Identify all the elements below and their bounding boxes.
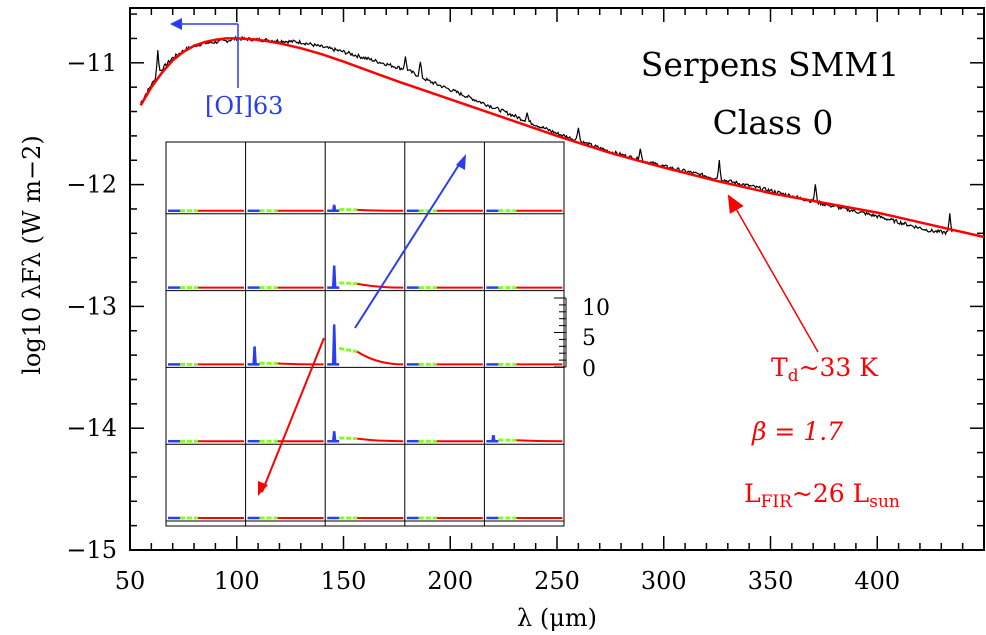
inset-cell: [486, 434, 563, 443]
y-tick-label: −12: [66, 171, 117, 199]
y-axis-label: log10 λFλ (W m−2): [18, 135, 46, 375]
x-tick-label: 250: [534, 567, 580, 595]
fit-arrow-head: [727, 194, 744, 214]
inset-green-spectrum: [339, 281, 358, 286]
temperature-label: Td~33 K: [771, 353, 879, 386]
fit-arrow-line: [736, 209, 819, 353]
inset-red-spectrum: [356, 350, 404, 366]
chart-title: Serpens SMM1: [641, 45, 899, 84]
inset-cell: [327, 431, 404, 443]
lfir-label: LFIR~26 Lsun: [744, 479, 900, 512]
inset-cell: [247, 346, 324, 366]
inset-red-arrow-line: [261, 337, 325, 493]
inset-blue-spectrum: [486, 434, 499, 443]
inset-cell: [327, 204, 404, 213]
y-tick-label: −14: [66, 414, 117, 442]
x-tick-label: 200: [427, 567, 473, 595]
x-tick-label: 400: [854, 567, 900, 595]
oi-arrow-head: [170, 18, 182, 30]
inset-red-spectrum: [357, 282, 404, 289]
fit-annotation: Td~33 K β = 1.7 LFIR~26 Lsun: [727, 194, 900, 512]
inset-red-spectrum: [516, 439, 563, 443]
x-tick-label: 50: [115, 567, 146, 595]
inset-red-spectrum: [277, 362, 324, 366]
x-tick-label: 150: [321, 567, 367, 595]
inset-spectral-map: 10 5 0: [165, 141, 610, 527]
inset-blue-spectrum: [247, 346, 260, 366]
inset-blue-spectrum: [327, 204, 340, 213]
y-tick-label: −15: [66, 536, 117, 564]
beta-label: β = 1.7: [751, 417, 843, 446]
inset-grid: [166, 142, 564, 526]
inset-red-spectrum: [357, 208, 404, 212]
inset-scale-bar: 10 5 0: [554, 296, 610, 382]
y-tick-labels: −11 −12 −13 −14 −15: [66, 49, 117, 564]
inset-blue-arrow-head: [456, 154, 466, 170]
inset-blue-spectrum: [327, 431, 340, 443]
x-tick-label: 100: [214, 567, 260, 595]
inset-green-spectrum: [338, 346, 358, 354]
oi-label: [OI]63: [205, 92, 283, 120]
inset-red-arrow-head: [258, 481, 268, 496]
inset-scale-label: 0: [582, 357, 596, 382]
x-axis-label: λ (μm): [517, 604, 597, 632]
y-tick-label: −13: [66, 292, 117, 320]
chart-subtitle: Class 0: [713, 103, 834, 142]
inset-blue-spectrum: [327, 324, 340, 366]
inset-blue-spectrum: [327, 265, 340, 289]
inset-frame: [165, 141, 565, 527]
x-tick-label: 300: [641, 567, 687, 595]
inset-red-spectrum: [357, 437, 404, 443]
inset-blue-arrow-line: [354, 159, 463, 329]
y-tick-label: −11: [66, 49, 117, 77]
fit-series-line: [139, 37, 985, 239]
inset-green-spectrum: [339, 436, 358, 441]
inset-scale-label: 5: [582, 326, 596, 351]
inset-spectra: [168, 204, 563, 520]
inset-scale-label: 10: [582, 296, 610, 321]
oi-annotation: [OI]63: [170, 18, 283, 120]
inset-cell: [327, 324, 404, 366]
axis-ticks: [129, 8, 985, 551]
inset-cell: [327, 265, 404, 289]
x-tick-labels: 50 100 150 200 250 300 350 400: [115, 567, 900, 595]
x-tick-label: 350: [748, 567, 794, 595]
